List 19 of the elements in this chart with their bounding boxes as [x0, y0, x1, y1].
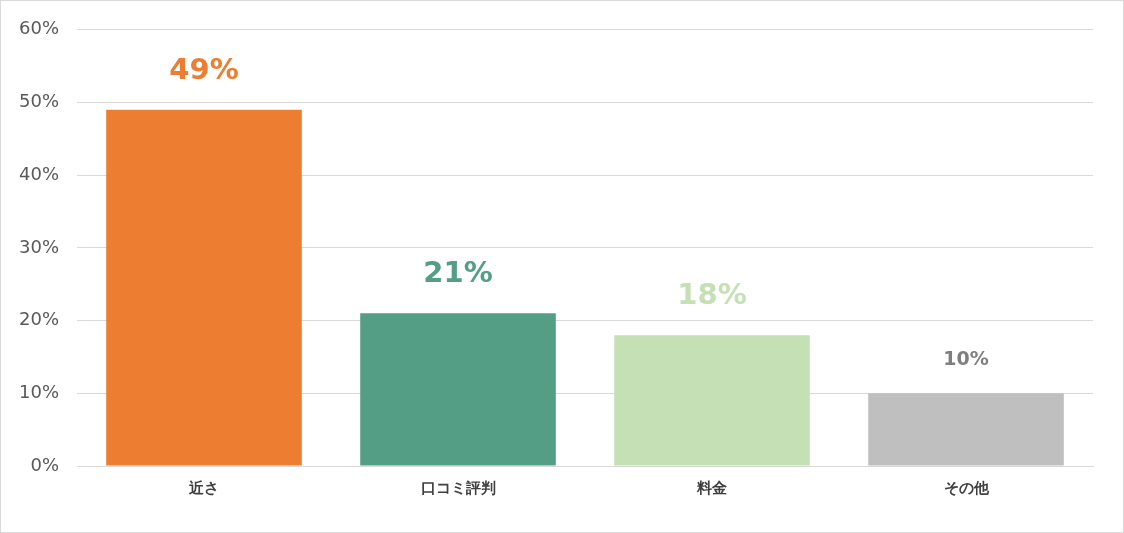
- y-tick-label: 10%: [18, 380, 60, 402]
- data-label: 10%: [943, 346, 989, 369]
- x-tick-label: 口コミ評判: [420, 478, 496, 497]
- x-tick-label: その他: [943, 478, 990, 497]
- y-tick-label: 50%: [18, 90, 60, 112]
- data-label: 21%: [423, 255, 493, 290]
- data-label: 49%: [169, 51, 239, 86]
- bar: [106, 109, 302, 466]
- y-tick-label: 60%: [18, 17, 60, 39]
- x-tick-label: 近さ: [188, 478, 220, 497]
- bar: [614, 335, 810, 466]
- bar: [868, 393, 1064, 466]
- bar: [360, 313, 556, 466]
- y-tick-label: 20%: [18, 308, 60, 330]
- y-tick-label: 0%: [30, 453, 60, 475]
- data-label: 18%: [677, 277, 747, 312]
- y-tick-label: 40%: [18, 162, 60, 184]
- x-tick-label: 料金: [696, 478, 727, 497]
- y-tick-label: 30%: [18, 235, 60, 257]
